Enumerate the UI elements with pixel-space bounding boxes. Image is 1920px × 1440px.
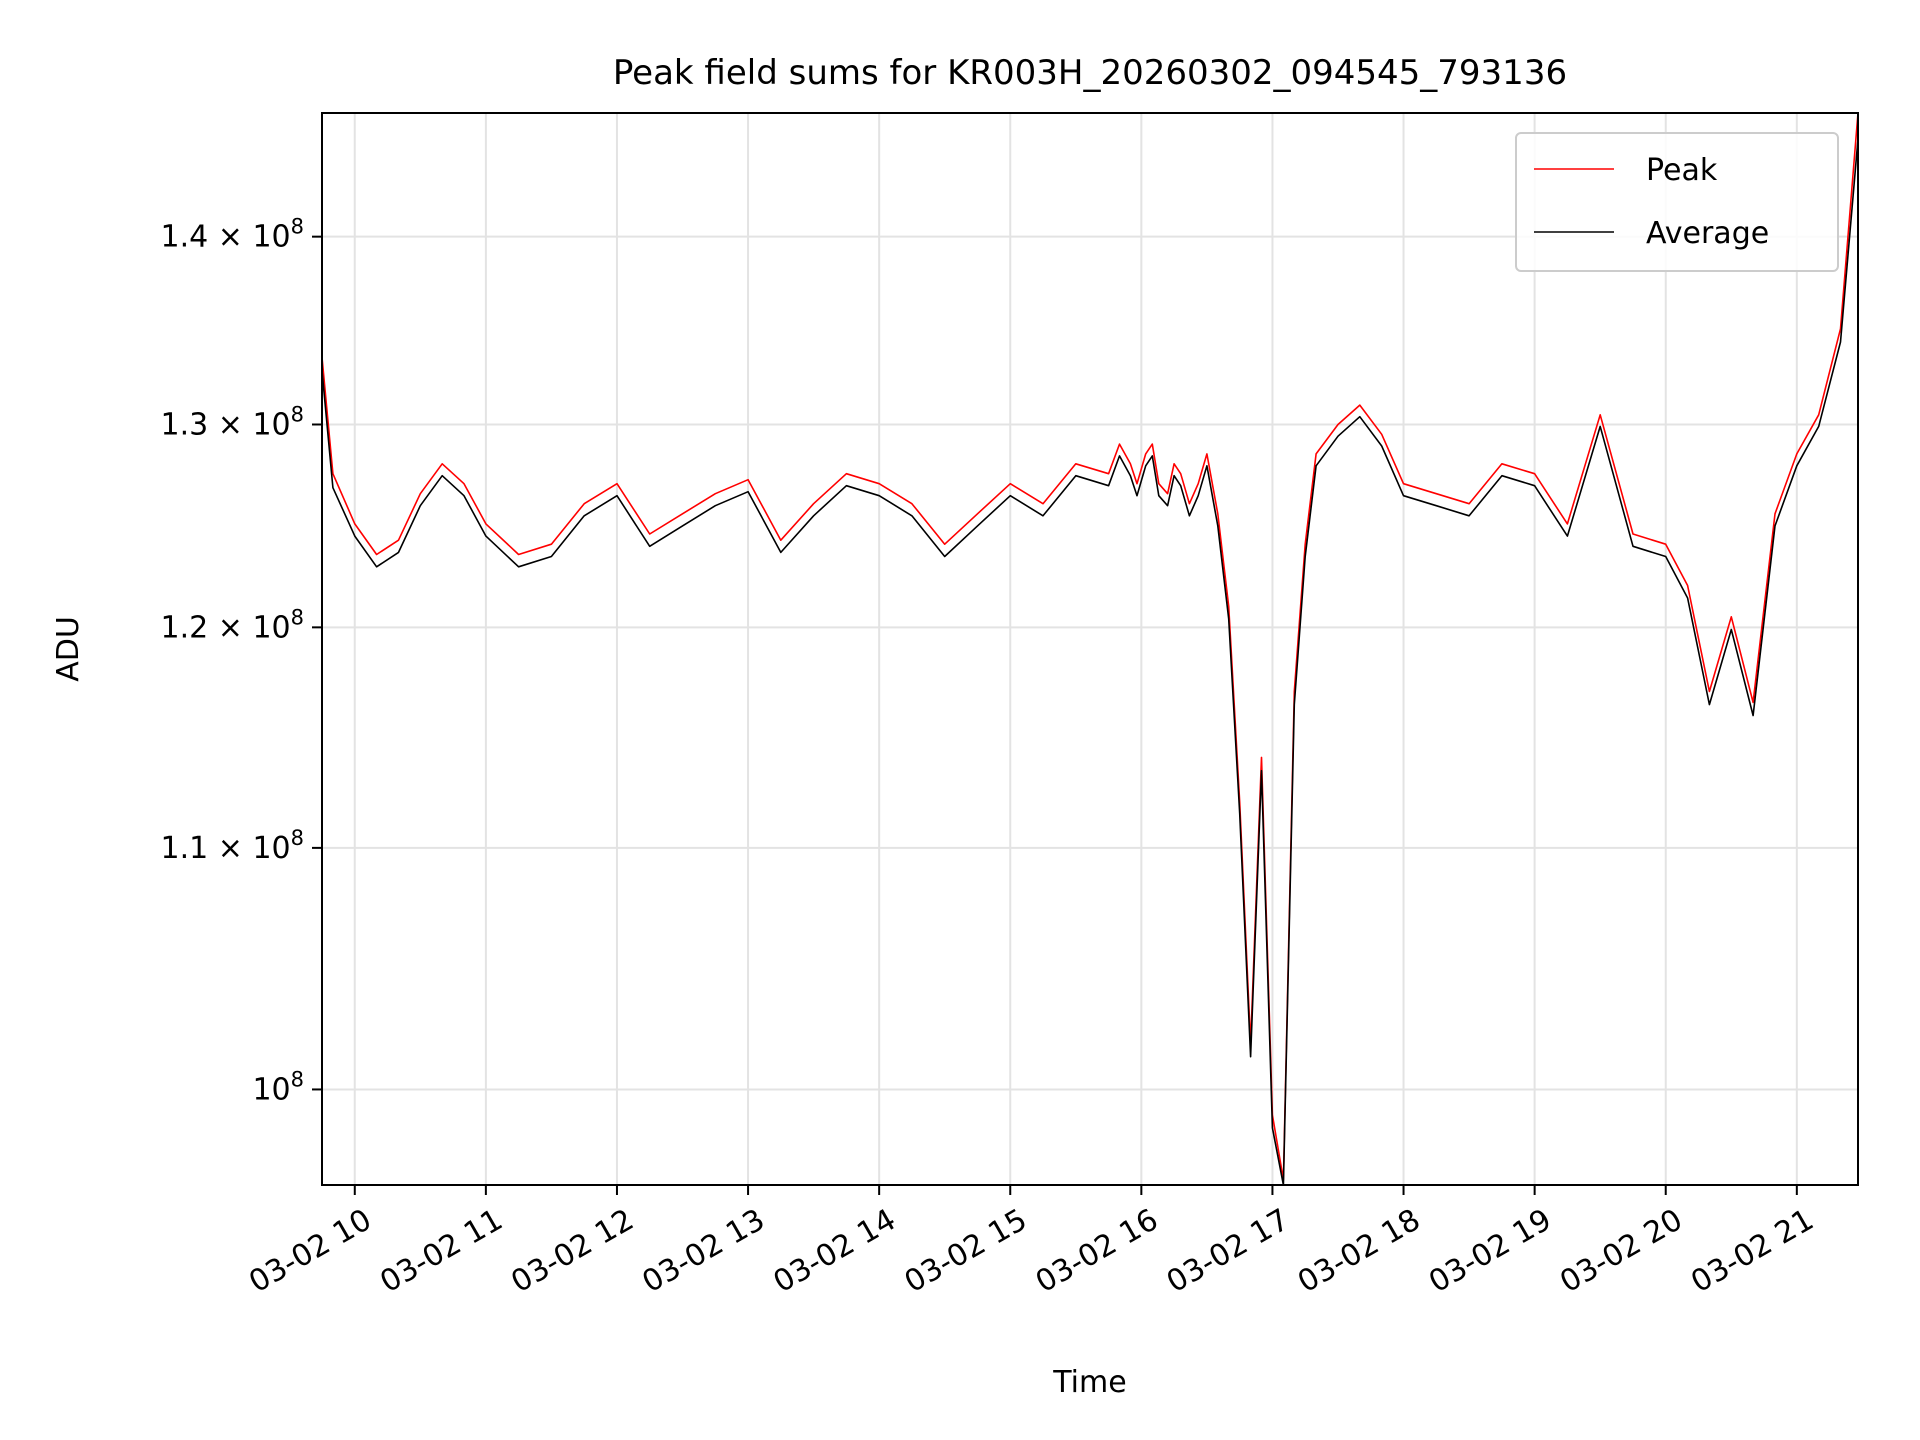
y-tick-label: 1.3 × 108 [161, 402, 304, 442]
legend-label-average: Average [1646, 216, 1769, 251]
series-line-peak [321, 112, 1859, 1181]
grid [322, 113, 1858, 1185]
chart-title: Peak field sums for KR003H_20260302_0945… [613, 53, 1567, 93]
legend-box [1515, 132, 1839, 272]
series-line-average [321, 138, 1859, 1186]
series-layer [321, 112, 1859, 1186]
y-tick-label: 1.4 × 108 [161, 215, 304, 255]
legend-label-peak: Peak [1646, 153, 1718, 188]
plot-frame [321, 112, 1859, 1186]
y-tick-label: 1.1 × 108 [161, 826, 304, 866]
y-axis-label: ADU [51, 616, 86, 682]
x-axis-label: Time [1052, 1365, 1126, 1400]
y-tick-label: 1.2 × 108 [161, 605, 304, 645]
legend: Peak Average [1515, 132, 1839, 272]
